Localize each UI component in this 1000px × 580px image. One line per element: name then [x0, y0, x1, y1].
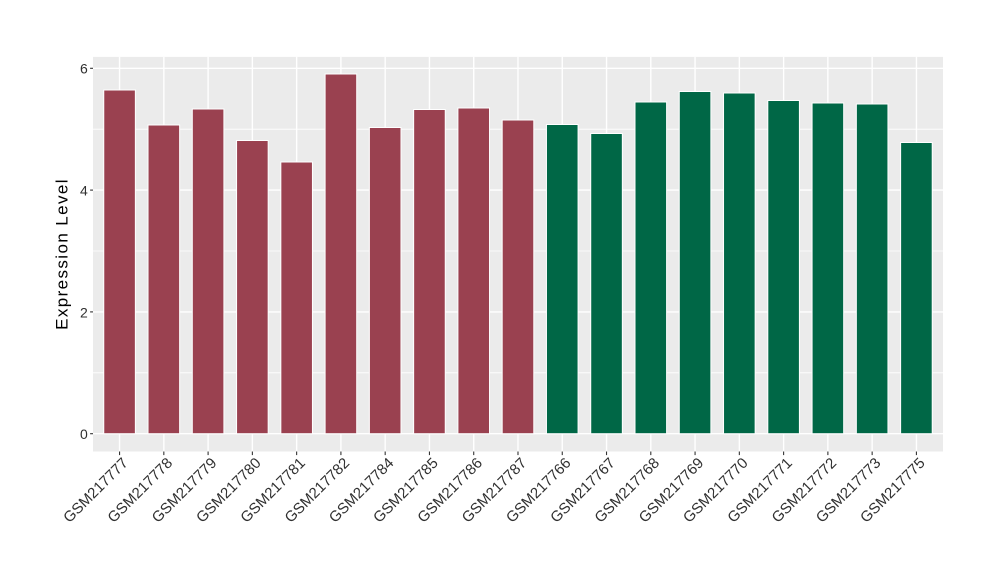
- svg-text:0: 0: [80, 426, 88, 442]
- svg-text:Expression Level: Expression Level: [53, 178, 72, 330]
- svg-text:2: 2: [80, 304, 88, 320]
- svg-text:4: 4: [80, 183, 88, 199]
- svg-text:6: 6: [80, 61, 88, 77]
